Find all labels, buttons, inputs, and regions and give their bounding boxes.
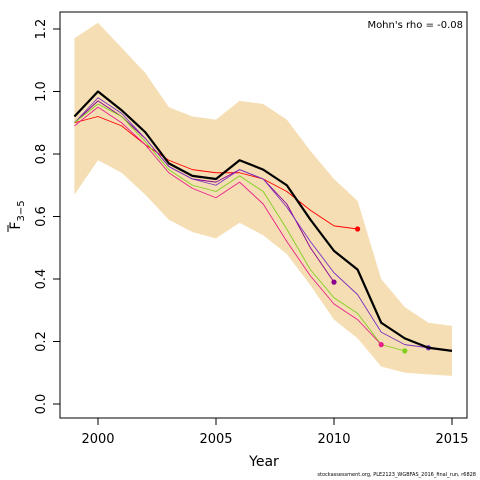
series-line-3 (74, 97, 429, 349)
confidence-band (74, 22, 453, 376)
series-layer (73, 90, 453, 354)
x-tick-label-2005: 2005 (199, 432, 232, 447)
series-endpoint-1 (355, 226, 361, 232)
mohns-rho-annotation: Mohn's rho = -0.08 (367, 20, 463, 31)
y-axis-label-sub: 3−5 (16, 200, 27, 221)
y-axis-label: F3−5 (8, 200, 27, 229)
y-tick-label-0.8: 0.8 (34, 144, 49, 165)
series-line-0 (73, 90, 453, 352)
x-axis-label: Year (248, 454, 279, 470)
series-endpoint-4 (402, 348, 408, 354)
footer-note: stockassessment.org, PLE2123_WGBFAS_2016… (317, 472, 476, 478)
svg-text:F3−5: F3−5 (8, 200, 27, 229)
series-endpoint-2 (331, 279, 337, 285)
series-line-4 (74, 103, 405, 352)
series-line-1 (74, 116, 358, 230)
x-tick-label-2000: 2000 (81, 432, 114, 447)
y-tick-label-0.6: 0.6 (34, 206, 49, 227)
y-tick-label-1.2: 1.2 (34, 19, 49, 40)
y-tick-label-0.4: 0.4 (34, 269, 49, 290)
confidence-band-layer (74, 22, 453, 376)
plot-frame (59, 11, 468, 419)
y-tick-label-1.0: 1.0 (34, 81, 49, 102)
y-tick-label-0.2: 0.2 (34, 331, 49, 352)
x-tick-label-2015: 2015 (435, 432, 468, 447)
y-axis-label-main: F (8, 222, 24, 230)
x-tick-label-2010: 2010 (317, 432, 350, 447)
series-line-2 (74, 100, 335, 283)
series-endpoint-5 (378, 342, 384, 348)
y-tick-label-0.0: 0.0 (34, 394, 49, 415)
series-line-5 (74, 106, 382, 345)
